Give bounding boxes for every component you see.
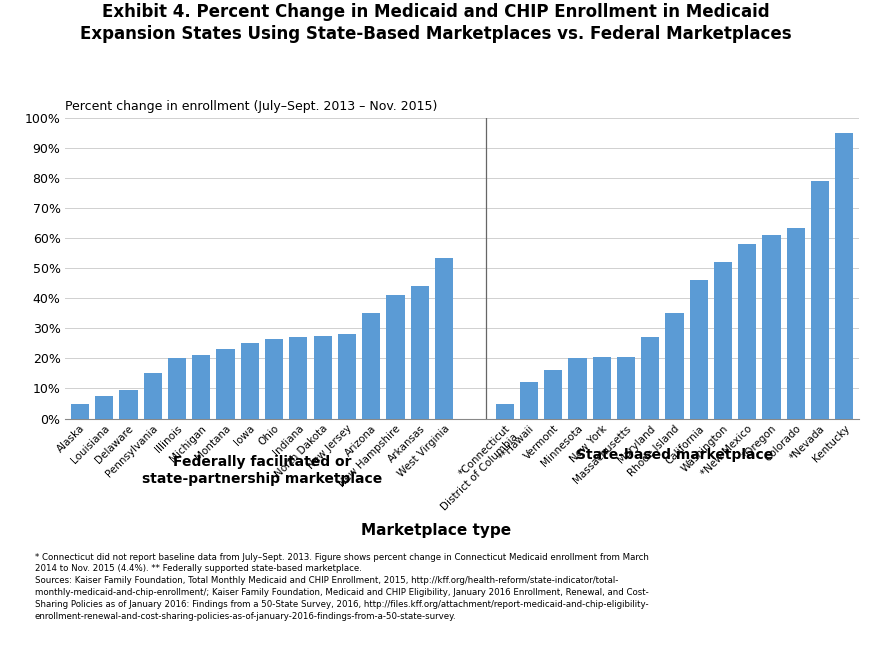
Bar	[593, 357, 610, 419]
Bar	[216, 349, 235, 419]
Text: State-based marketplace: State-based marketplace	[576, 448, 773, 462]
Bar	[520, 383, 538, 419]
Bar	[337, 334, 356, 419]
Bar	[569, 358, 587, 419]
Bar	[71, 404, 89, 419]
Bar	[690, 280, 708, 419]
Text: Percent change in enrollment (July–Sept. 2013 – Nov. 2015): Percent change in enrollment (July–Sept.…	[65, 100, 438, 113]
Text: Exhibit 4. Percent Change in Medicaid and CHIP Enrollment in Medicaid
Expansion : Exhibit 4. Percent Change in Medicaid an…	[80, 3, 792, 43]
Bar	[495, 404, 514, 419]
Bar	[835, 133, 854, 419]
Bar	[144, 373, 162, 419]
Bar	[386, 295, 405, 419]
Bar	[617, 357, 635, 419]
Text: Marketplace type: Marketplace type	[361, 523, 511, 538]
Bar	[665, 313, 684, 419]
Bar	[265, 339, 283, 419]
Bar	[192, 355, 210, 419]
Bar	[119, 390, 138, 419]
Bar	[168, 358, 186, 419]
Bar	[411, 286, 429, 419]
Bar	[95, 396, 113, 419]
Bar	[290, 337, 308, 419]
Text: * Connecticut did not report baseline data from July–Sept. 2013. Figure shows pe: * Connecticut did not report baseline da…	[35, 553, 649, 621]
Bar	[641, 337, 659, 419]
Bar	[714, 262, 732, 419]
Bar	[241, 343, 259, 419]
Bar	[362, 313, 380, 419]
Bar	[811, 181, 829, 419]
Bar	[739, 244, 756, 419]
Bar	[762, 235, 780, 419]
Bar	[314, 336, 331, 419]
Bar	[787, 228, 805, 419]
Text: Federally facilitated or
state-partnership marketplace: Federally facilitated or state-partnersh…	[142, 455, 382, 486]
Bar	[435, 258, 453, 419]
Bar	[544, 370, 562, 419]
